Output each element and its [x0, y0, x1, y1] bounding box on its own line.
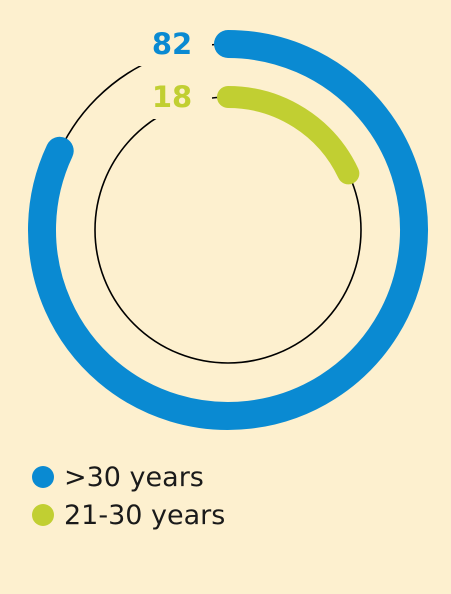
inner-value-label: 18: [152, 80, 192, 114]
legend-label-21-30: 21-30 years: [64, 499, 226, 531]
legend-label-over-30: >30 years: [64, 461, 204, 493]
legend: >30 years 21-30 years: [32, 458, 225, 534]
legend-item-over-30: >30 years: [32, 458, 225, 496]
inner-ring-arc: [217, 86, 360, 185]
outer-value-label: 82: [152, 27, 192, 61]
legend-dot-green-icon: [32, 504, 54, 526]
outer-ring-arc: [28, 30, 428, 430]
legend-dot-blue-icon: [32, 466, 54, 488]
outer-label-backdrop: [132, 22, 212, 66]
inner-label-backdrop: [132, 75, 212, 119]
legend-item-21-30: 21-30 years: [32, 496, 225, 534]
